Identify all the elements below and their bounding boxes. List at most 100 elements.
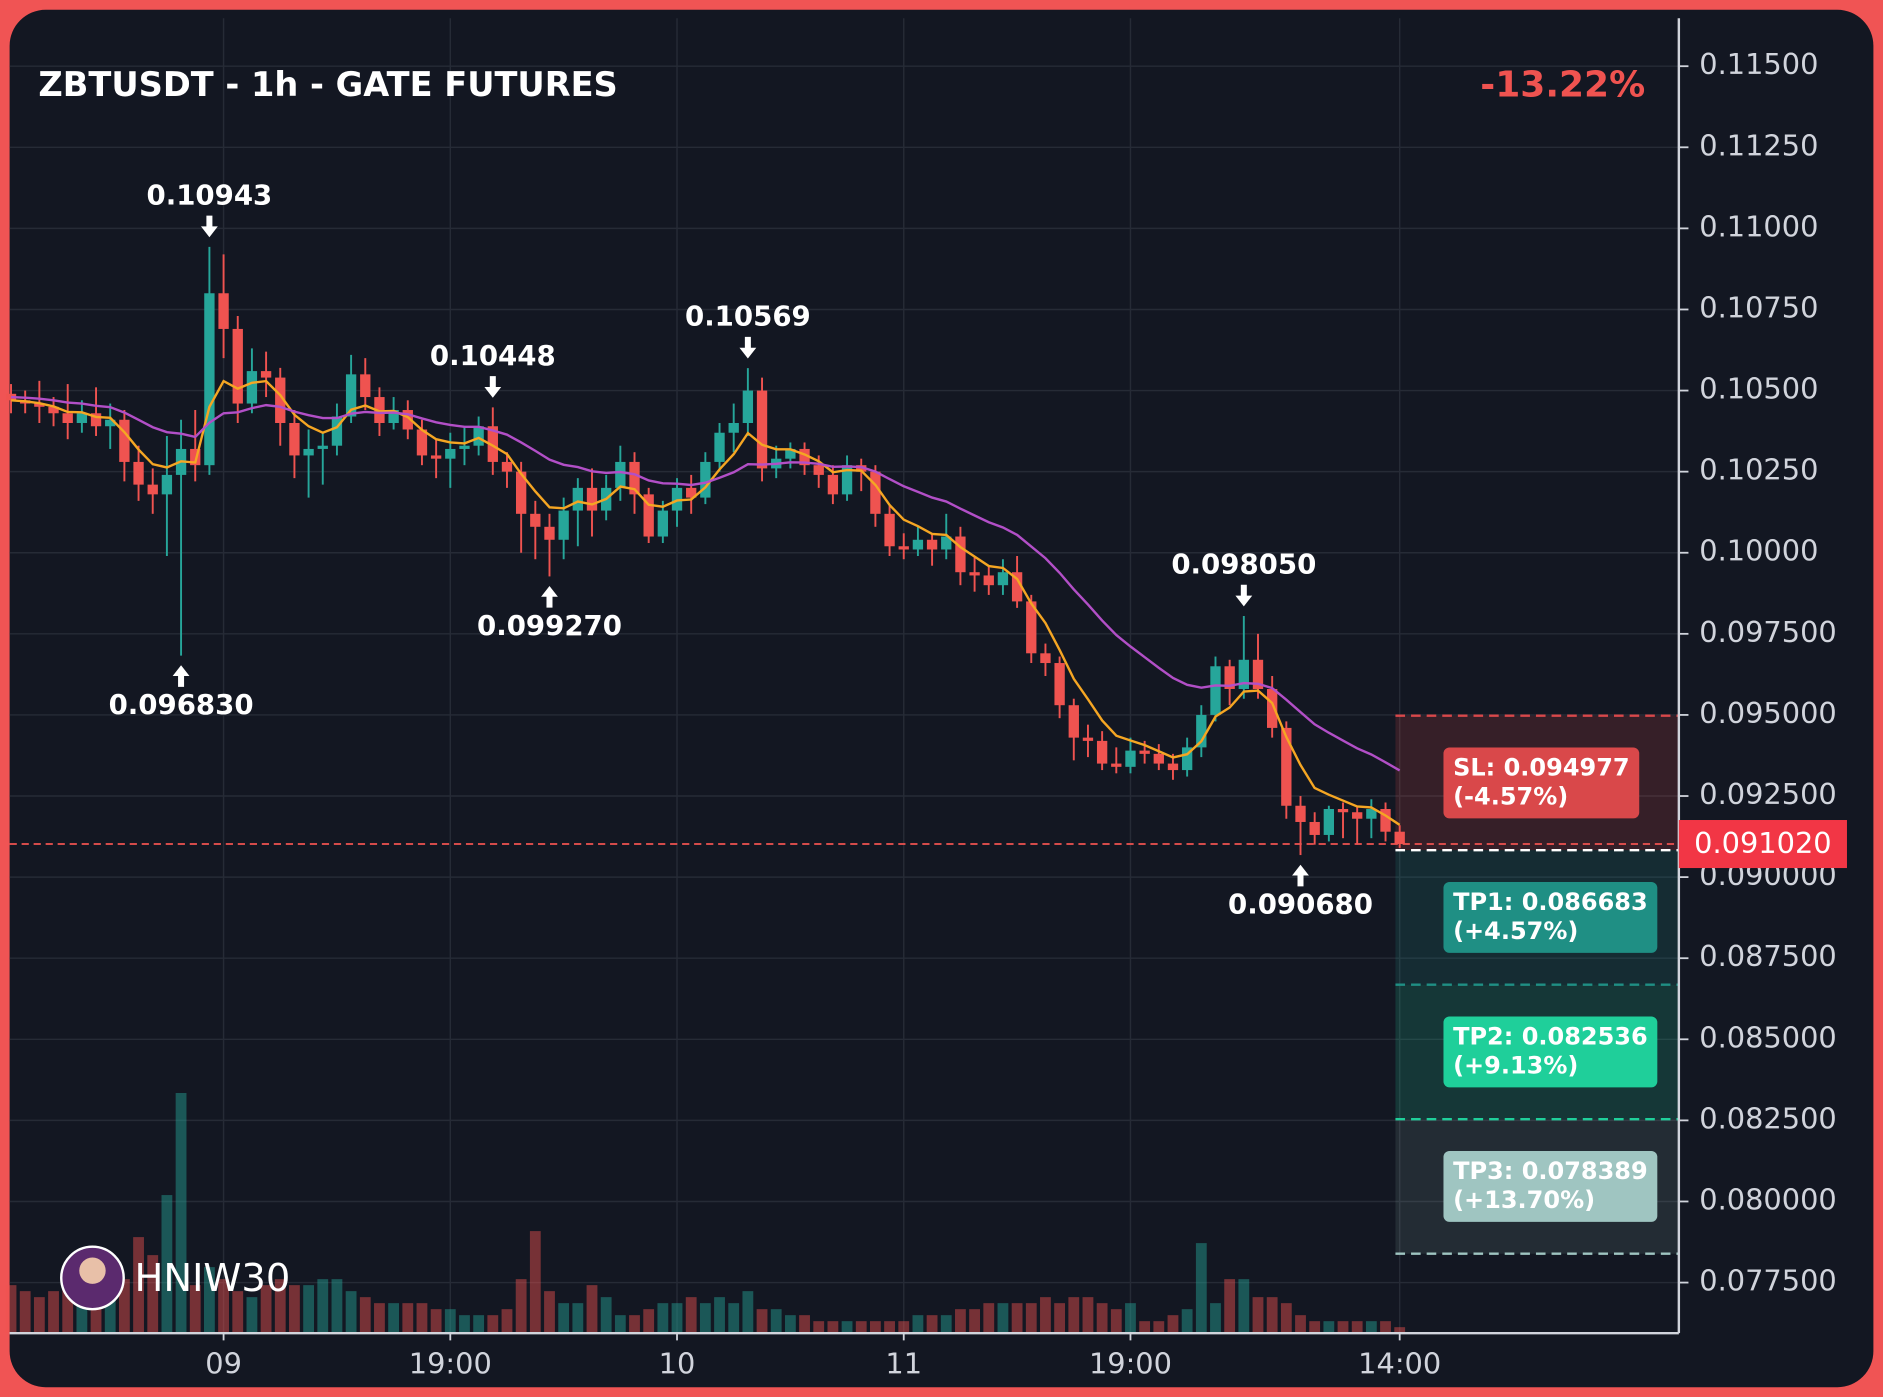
candle-body [1309, 821, 1320, 835]
level-box: TP3: 0.078389(+13.70%) [1443, 1151, 1658, 1222]
candle-body [870, 471, 881, 514]
volume-bar [374, 1303, 385, 1334]
volume-bar [62, 1279, 74, 1334]
annotation-label: 0.099270 [477, 609, 622, 642]
volume-bar [1280, 1303, 1292, 1334]
y-tick-label: 0.11000 [1699, 209, 1818, 243]
volume-bars [5, 1092, 1406, 1334]
volume-bar [799, 1315, 810, 1334]
volume-bar [444, 1309, 456, 1334]
candle-body [430, 455, 442, 459]
candle-body [246, 371, 258, 404]
candle-body [190, 448, 201, 466]
volume-bar [345, 1291, 357, 1334]
volume-bar [855, 1321, 867, 1334]
candle-body [34, 403, 45, 407]
volume-bar [869, 1321, 881, 1334]
x-tick-label: 14:00 [1358, 1347, 1441, 1381]
candle-body [1011, 572, 1023, 602]
volume-bar [955, 1309, 966, 1334]
volume-bar [827, 1321, 839, 1334]
volume-bar [274, 1279, 286, 1334]
volume-bar [1054, 1303, 1066, 1334]
volume-bar [388, 1303, 400, 1334]
volume-bar [1167, 1315, 1179, 1334]
candle-body [473, 426, 484, 446]
candle-body [1125, 750, 1136, 767]
annotation-arrow [172, 665, 190, 687]
candle-body [402, 410, 413, 430]
volume-bar [1125, 1303, 1136, 1334]
x-tick-label: 19:00 [1089, 1347, 1172, 1381]
volume-bar [1040, 1297, 1051, 1334]
plot-layer: 0.11500 0.11250 0.11000 0.10750 0.10500 0.102… [5, 18, 1847, 1381]
candle-body [445, 448, 456, 459]
candle-body [1366, 808, 1377, 819]
level-note: (-4.57%) [1453, 782, 1568, 810]
annotation-label: 0.096830 [109, 688, 254, 721]
volume-bar [1394, 1327, 1406, 1334]
candle-body [615, 461, 626, 488]
y-tick-label: 0.082500 [1699, 1101, 1836, 1135]
y-tick-label: 0.080000 [1699, 1182, 1836, 1216]
candle-body [388, 410, 399, 424]
candle-body [232, 328, 243, 404]
volume-bar [331, 1279, 343, 1334]
candles [5, 246, 1405, 856]
candle-body [303, 448, 314, 456]
volume-bar [1011, 1303, 1023, 1334]
candle-body [1196, 714, 1207, 748]
annotation-arrow [541, 585, 558, 608]
volume-bar [699, 1303, 711, 1334]
volume-bar [218, 1279, 229, 1334]
volume-bar [969, 1309, 980, 1334]
volume-bar [430, 1309, 442, 1334]
candle-body [700, 461, 711, 498]
volume-bar [515, 1279, 527, 1334]
candle-body [629, 461, 640, 495]
candle-body [360, 374, 371, 398]
volume-bar [175, 1092, 187, 1334]
candle-body [827, 474, 839, 495]
candle-body [686, 487, 697, 498]
candle-body [657, 510, 669, 537]
volume-bar [1110, 1309, 1122, 1334]
level-label: SL: 0.094977 [1453, 754, 1630, 782]
candle-body [1167, 763, 1179, 771]
candle-body [530, 513, 541, 527]
indicator-line [10, 395, 1401, 772]
volume-bar [742, 1291, 754, 1334]
candle-body [1352, 812, 1363, 819]
y-tick-label: 0.097500 [1699, 615, 1836, 649]
candle-body [1096, 740, 1108, 764]
level-note: (+9.13%) [1453, 1051, 1578, 1079]
volume-bar [1068, 1297, 1080, 1334]
volume-bar [643, 1309, 655, 1334]
annotation-label: 0.098050 [1171, 548, 1316, 581]
volume-bar [1238, 1279, 1250, 1334]
annotation-arrow [1292, 864, 1309, 887]
volume-bar [614, 1315, 626, 1334]
candle-body [331, 416, 343, 446]
level-note: (+4.57%) [1453, 917, 1578, 945]
candle-body [48, 406, 59, 414]
volume-bar [459, 1315, 470, 1334]
volume-bar [714, 1297, 725, 1334]
candle-body [997, 572, 1009, 586]
level-box: TP2: 0.082536(+9.13%) [1443, 1016, 1658, 1088]
volume-bar [501, 1309, 513, 1334]
candle-body [898, 546, 909, 550]
volume-bar [544, 1291, 555, 1334]
volume-bar [728, 1303, 740, 1334]
candle-body [90, 413, 102, 427]
y-tick-label: 0.11500 [1699, 47, 1818, 81]
candle-body [5, 393, 17, 401]
candle-body [714, 432, 725, 462]
volume-bar [572, 1303, 584, 1334]
avatar-face [79, 1257, 106, 1284]
candle-body [501, 461, 513, 472]
candle-body [1139, 750, 1150, 754]
candle-body [1238, 659, 1249, 689]
